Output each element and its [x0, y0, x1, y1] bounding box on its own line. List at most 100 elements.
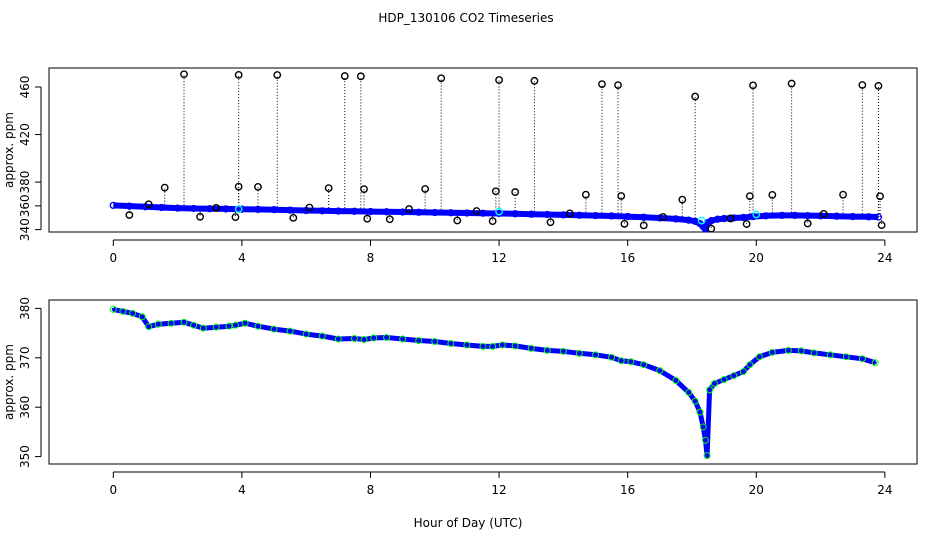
- raw-point: [270, 206, 278, 214]
- filtered-point-core: [449, 341, 453, 345]
- filtered-point-core: [465, 343, 469, 347]
- filtered-point-core: [828, 353, 832, 357]
- raw-point: [707, 217, 715, 225]
- raw-point: [254, 205, 262, 214]
- filtered-point-core: [121, 309, 125, 313]
- filtered-point-core: [201, 326, 205, 330]
- filtered-point: [575, 349, 583, 357]
- filtered-point: [129, 309, 137, 317]
- spike-point: [385, 215, 394, 224]
- filtered-point-core: [687, 390, 691, 394]
- top-x-tick-label: 16: [620, 251, 635, 265]
- raw-point: [730, 214, 738, 222]
- bottom-x-tick-label: 16: [620, 483, 635, 497]
- top-y-tick-label: 380: [18, 171, 32, 194]
- spike-point: [212, 203, 221, 212]
- spike-point: [453, 216, 462, 225]
- filtered-point: [286, 327, 294, 335]
- spike-point: [768, 191, 777, 199]
- filtered-point-core: [336, 337, 340, 341]
- spike-point: [273, 71, 282, 79]
- filtered-point: [672, 377, 680, 385]
- filtered-point-core: [619, 359, 623, 363]
- filtered-point-core: [140, 315, 144, 319]
- filtered-point-core: [658, 369, 662, 373]
- figure-title: HDP_130106 CO2 Timeseries: [378, 11, 553, 25]
- spike-point: [874, 81, 883, 90]
- filtered-point: [231, 321, 239, 329]
- filtered-point: [167, 319, 175, 327]
- filtered-point: [703, 452, 711, 460]
- spike-point: [144, 200, 153, 209]
- flagged-point: [495, 207, 503, 216]
- raw-point: [672, 215, 680, 223]
- raw-point: [762, 212, 770, 220]
- raw-point: [832, 212, 841, 220]
- filtered-point: [701, 436, 709, 444]
- spike-point: [581, 190, 590, 199]
- spike-point: [421, 185, 430, 193]
- raw-point: [157, 203, 166, 212]
- spike-point: [180, 70, 188, 79]
- filtered-point-core: [513, 344, 517, 348]
- bottom-x-tick-label: 20: [749, 483, 764, 497]
- filtered-point: [691, 397, 699, 405]
- spike-point: [877, 221, 886, 230]
- filtered-point-core: [320, 334, 324, 338]
- filtered-point: [617, 357, 625, 365]
- top-y-tick-label: 460: [18, 76, 32, 99]
- raw-point: [318, 207, 326, 215]
- top-x-tick-label: 12: [491, 251, 506, 265]
- filtered-point: [768, 348, 776, 356]
- raw-point: [415, 208, 423, 216]
- bottom-y-tick-label: 350: [18, 445, 32, 468]
- top-x-tick-label: 24: [877, 251, 892, 265]
- filtered-point-core: [156, 322, 160, 326]
- spike-point: [742, 220, 751, 228]
- filtered-point-core: [491, 344, 495, 348]
- filtered-point: [826, 351, 834, 359]
- filtered-point: [463, 341, 471, 349]
- filtered-point: [527, 344, 535, 352]
- filtered-point: [154, 320, 162, 328]
- spike-point: [356, 72, 365, 81]
- filtered-point: [360, 336, 368, 344]
- filtered-point: [190, 321, 198, 329]
- spike-point: [234, 70, 243, 79]
- filtered-point-core: [708, 388, 712, 392]
- flagged-point: [752, 210, 761, 219]
- raw-point: [366, 207, 375, 216]
- raw-point: [865, 213, 873, 221]
- filtered-point-core: [770, 350, 774, 354]
- spike-point: [125, 211, 134, 219]
- filtered-point: [810, 349, 818, 357]
- filtered-point-core: [741, 370, 745, 374]
- filtered-point-core: [214, 325, 218, 329]
- filtered-point-core: [674, 379, 678, 383]
- raw-point: [382, 208, 391, 216]
- spike-point: [289, 213, 298, 222]
- filtered-point-core: [385, 336, 389, 340]
- top-x-tick-label: 8: [367, 251, 375, 265]
- filtered-point-core: [698, 410, 702, 414]
- filtered-point: [145, 323, 153, 331]
- filtered-point: [656, 367, 664, 375]
- filtered-point-core: [748, 363, 752, 367]
- filtered-point-core: [545, 348, 549, 352]
- bottom-x-tick-label: 8: [367, 483, 375, 497]
- filtered-point: [640, 361, 648, 369]
- flagged-point: [697, 216, 706, 225]
- top-y-tick-label: 340: [18, 218, 32, 241]
- filtered-point-core: [561, 349, 565, 353]
- raw-point: [173, 204, 182, 212]
- raw-point: [334, 207, 342, 215]
- bottom-panel: 0 4 8 12 16 20 24 350 360 370 380 approx. ppm: [2, 297, 918, 497]
- filtered-point-core: [701, 425, 705, 429]
- spike-point: [598, 80, 606, 89]
- filtered-point-core: [594, 353, 598, 357]
- raw-point: [447, 209, 455, 217]
- spike-point: [360, 185, 368, 193]
- filtered-point-core: [610, 355, 614, 359]
- filtered-point-core: [703, 438, 707, 442]
